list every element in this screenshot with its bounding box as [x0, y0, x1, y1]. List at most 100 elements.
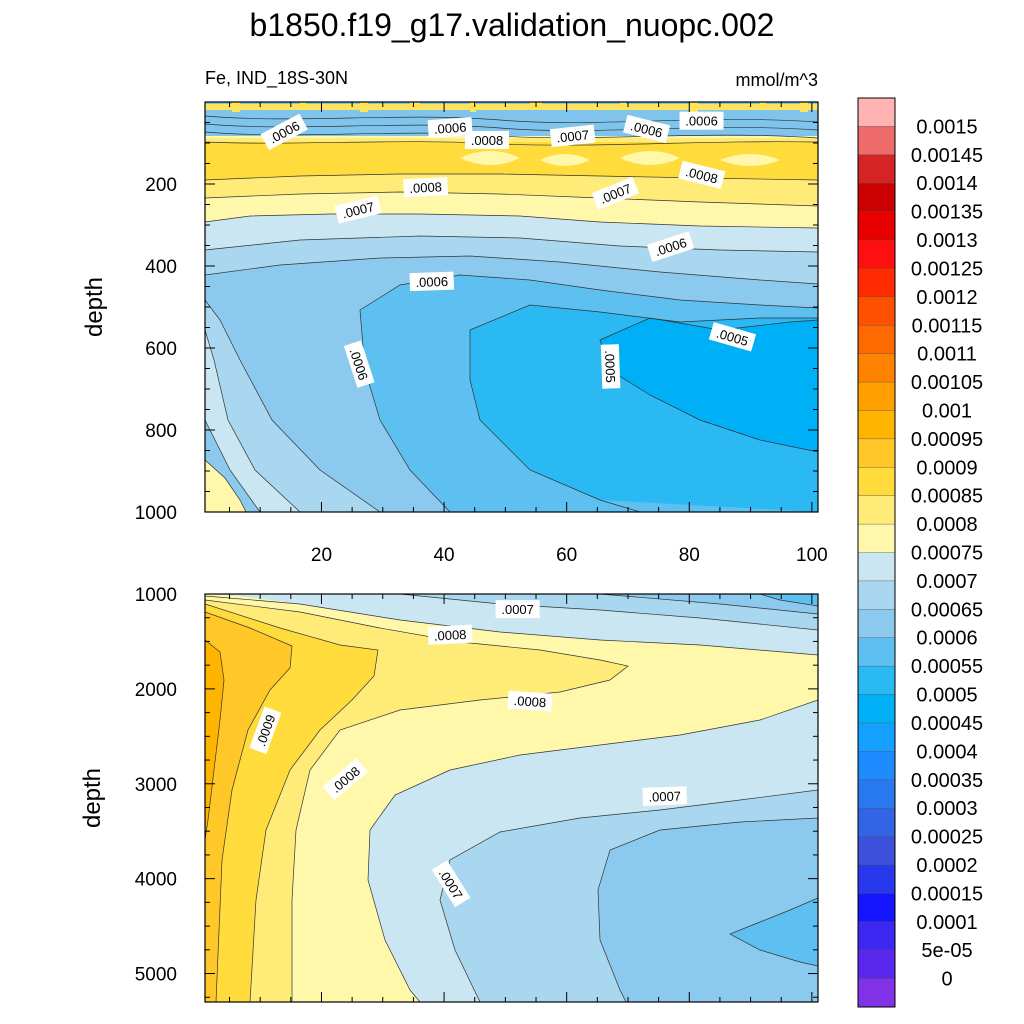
y-tick-label: 200 [145, 175, 177, 196]
upper-axes: 200 400 600 800 1000 20 40 60 80 100 [135, 101, 828, 566]
contour-label: .0008 [507, 690, 553, 712]
y-tick-label: 5000 [135, 965, 177, 986]
contour-label-box [623, 114, 671, 143]
colorbar-swatch [857, 949, 896, 980]
colorbar-swatch [857, 523, 896, 553]
y-tick-label: 600 [145, 339, 177, 360]
colorbar-tick-label: 0.001 [922, 400, 972, 422]
colorbar-swatch [857, 154, 896, 184]
colorbar-tick-label: 0.00135 [911, 202, 983, 224]
y-tick-label: 3000 [135, 775, 177, 796]
contour-label: .0005 [600, 344, 621, 389]
lower-contour-lines [205, 594, 818, 1002]
x-tick-label: 80 [679, 545, 700, 566]
contour-label-box [249, 706, 282, 755]
colorbar-tick-label: 5e-05 [921, 940, 972, 962]
contour-label: .0007 [334, 195, 382, 224]
contour-label-text: .0006 [415, 274, 448, 290]
contour-label-box [591, 176, 640, 210]
colorbar-tick-label: 0.0012 [916, 287, 977, 309]
y-tick-label: 2000 [135, 680, 177, 701]
y-tick-label: 400 [145, 257, 177, 278]
contour-label-box [260, 113, 308, 151]
colorbar-swatch [857, 183, 896, 213]
upper-band-surface-yellow [205, 104, 818, 110]
colorbar-swatch [857, 438, 896, 468]
colorbar-swatch [857, 467, 896, 497]
colorbar-tick-label: 0 [941, 969, 952, 991]
contour-label-box [507, 690, 553, 712]
contour-label-box [600, 344, 621, 389]
contour-label: .0006 [679, 111, 724, 130]
contour-label-text: .0005 [602, 350, 618, 383]
colorbar-tick-label: 0.00015 [911, 883, 983, 905]
lower-band-top-0006 [600, 594, 818, 614]
colorbar-tick-label: 0.00025 [911, 827, 983, 849]
lower-contour-fill [205, 594, 818, 1002]
contour-label-box [642, 786, 688, 806]
colorbar-swatch [857, 353, 896, 383]
colorbar-swatch [857, 694, 896, 724]
colorbar-tick-label: 0.0007 [916, 571, 977, 593]
colorbar-tick-label: 0.00095 [911, 429, 983, 451]
upper-band-00045 [600, 318, 818, 452]
colorbar-swatch [857, 325, 896, 355]
lower-y-axis-label: depth [79, 768, 106, 828]
contour-label-text: .0006 [433, 120, 467, 137]
contour-label-box [427, 117, 473, 139]
colorbar-swatch [857, 97, 896, 127]
y-tick-label: 1000 [135, 585, 177, 606]
colorbar-tick-label: 0.0001 [916, 912, 977, 934]
colorbar-swatch [857, 779, 896, 809]
colorbar-tick-label: 0.00065 [911, 599, 983, 621]
contour-label: .0007 [549, 124, 596, 148]
colorbar-swatch [857, 864, 896, 894]
colorbar-frame [857, 97, 896, 1008]
contour-label-box [678, 160, 726, 189]
colorbar-swatch [857, 410, 896, 440]
contour-label: .0008 [464, 130, 509, 149]
colorbar-tick-label: 0.00145 [911, 145, 983, 167]
contour-label: .0008 [427, 624, 473, 645]
colorbar-swatch [857, 381, 896, 411]
contour-label: .0007 [642, 786, 688, 806]
lower-axes: 1000 2000 3000 4000 5000 [135, 585, 818, 1002]
contour-label-box [403, 176, 449, 198]
colorbar-tick-label: 0.0006 [916, 628, 977, 650]
colorbar-tick-label: 0.0009 [916, 457, 977, 479]
contour-label-box [322, 758, 368, 801]
colorbar-swatch [857, 268, 896, 298]
colorbar-swatch [857, 836, 896, 866]
lower-band-0006c [598, 818, 818, 1002]
upper-y-axis-label: depth [81, 277, 108, 337]
contour-label-box [334, 195, 382, 224]
colorbar-swatch [857, 637, 896, 667]
contour-label-text: .0006 [685, 114, 718, 129]
colorbar-swatch [857, 580, 896, 610]
colorbar-swatch [857, 665, 896, 696]
colorbar-tick-label: 0.0004 [916, 741, 977, 763]
contour-label: .0007 [431, 860, 471, 908]
contour-label-text: .0007 [556, 127, 590, 145]
upper-contour-fill [205, 102, 818, 512]
x-tick-label: 40 [433, 545, 454, 566]
contour-label-box [427, 624, 473, 645]
colorbar-swatch [857, 296, 896, 326]
contour-label: .0006 [427, 117, 473, 139]
colorbar-swatch [857, 495, 896, 525]
colorbar-tick-label: 0.0015 [916, 116, 977, 138]
lower-contour-labels: .0007.0008.0008.0009.0008.0007.0007 [249, 600, 688, 908]
upper-panel: Fe, IND_18S-30N mmol/m^3 [81, 68, 828, 566]
contour-label-text: .0007 [648, 788, 681, 804]
contour-label-box [431, 860, 471, 908]
colorbar-tick-label: 0.0014 [916, 173, 977, 195]
colorbar-swatch [857, 722, 896, 752]
lower-band-00055b [730, 898, 818, 966]
y-tick-label: 4000 [135, 870, 177, 891]
colorbar-swatch [857, 552, 896, 582]
upper-subtitle-right: mmol/m^3 [736, 70, 818, 90]
contour-label-box [343, 340, 375, 388]
contour-label: .0008 [403, 176, 449, 198]
x-tick-label: 60 [556, 545, 577, 566]
